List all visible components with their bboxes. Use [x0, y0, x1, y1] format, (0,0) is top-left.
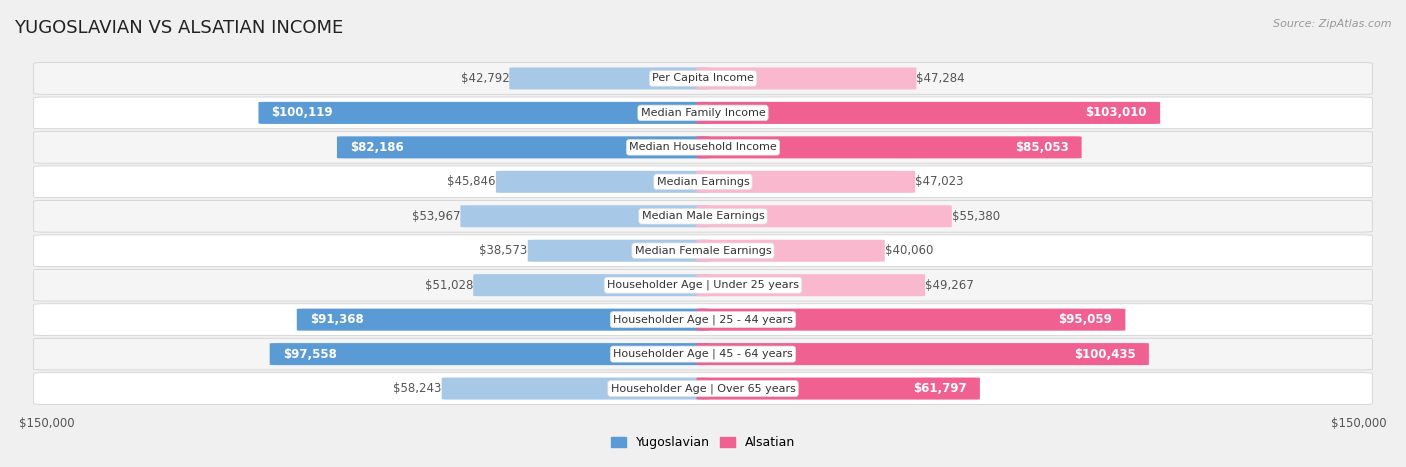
Text: $40,060: $40,060	[884, 244, 934, 257]
Text: $91,368: $91,368	[309, 313, 364, 326]
Text: $38,573: $38,573	[479, 244, 527, 257]
FancyBboxPatch shape	[696, 102, 1160, 124]
FancyBboxPatch shape	[460, 205, 710, 227]
FancyBboxPatch shape	[34, 97, 1372, 129]
Legend: Yugoslavian, Alsatian: Yugoslavian, Alsatian	[606, 432, 800, 454]
FancyBboxPatch shape	[696, 309, 1125, 331]
Text: Householder Age | Under 25 years: Householder Age | Under 25 years	[607, 280, 799, 290]
Text: $100,435: $100,435	[1074, 347, 1136, 361]
Text: Householder Age | 25 - 44 years: Householder Age | 25 - 44 years	[613, 314, 793, 325]
Text: YUGOSLAVIAN VS ALSATIAN INCOME: YUGOSLAVIAN VS ALSATIAN INCOME	[14, 19, 343, 37]
FancyBboxPatch shape	[34, 269, 1372, 301]
Text: $42,792: $42,792	[461, 72, 509, 85]
Text: $45,846: $45,846	[447, 175, 496, 188]
Text: $49,267: $49,267	[925, 279, 974, 292]
FancyBboxPatch shape	[696, 274, 925, 296]
FancyBboxPatch shape	[34, 132, 1372, 163]
Text: Per Capita Income: Per Capita Income	[652, 73, 754, 84]
Text: $82,186: $82,186	[350, 141, 404, 154]
FancyBboxPatch shape	[696, 343, 1149, 365]
Text: $103,010: $103,010	[1085, 106, 1147, 120]
Text: Median Family Income: Median Family Income	[641, 108, 765, 118]
FancyBboxPatch shape	[496, 171, 710, 193]
FancyBboxPatch shape	[34, 338, 1372, 370]
Text: Median Household Income: Median Household Income	[628, 142, 778, 152]
Text: $47,023: $47,023	[915, 175, 963, 188]
FancyBboxPatch shape	[34, 200, 1372, 232]
FancyBboxPatch shape	[34, 63, 1372, 94]
FancyBboxPatch shape	[696, 377, 980, 400]
Text: $53,967: $53,967	[412, 210, 460, 223]
FancyBboxPatch shape	[696, 205, 952, 227]
Text: $85,053: $85,053	[1015, 141, 1069, 154]
Text: Median Male Earnings: Median Male Earnings	[641, 211, 765, 221]
Text: $58,243: $58,243	[394, 382, 441, 395]
FancyBboxPatch shape	[696, 136, 1081, 158]
Text: $47,284: $47,284	[917, 72, 965, 85]
FancyBboxPatch shape	[696, 67, 917, 90]
FancyBboxPatch shape	[441, 377, 710, 400]
FancyBboxPatch shape	[696, 171, 915, 193]
Text: Householder Age | Over 65 years: Householder Age | Over 65 years	[610, 383, 796, 394]
FancyBboxPatch shape	[270, 343, 710, 365]
FancyBboxPatch shape	[34, 373, 1372, 404]
Text: Source: ZipAtlas.com: Source: ZipAtlas.com	[1274, 19, 1392, 28]
Text: $61,797: $61,797	[912, 382, 967, 395]
FancyBboxPatch shape	[297, 309, 710, 331]
FancyBboxPatch shape	[337, 136, 710, 158]
FancyBboxPatch shape	[474, 274, 710, 296]
Text: $55,380: $55,380	[952, 210, 1000, 223]
Text: Median Earnings: Median Earnings	[657, 177, 749, 187]
FancyBboxPatch shape	[34, 166, 1372, 198]
Text: Median Female Earnings: Median Female Earnings	[634, 246, 772, 256]
Text: $97,558: $97,558	[283, 347, 336, 361]
FancyBboxPatch shape	[696, 240, 884, 262]
FancyBboxPatch shape	[527, 240, 710, 262]
Text: $100,119: $100,119	[271, 106, 333, 120]
FancyBboxPatch shape	[259, 102, 710, 124]
FancyBboxPatch shape	[509, 67, 710, 90]
Text: Householder Age | 45 - 64 years: Householder Age | 45 - 64 years	[613, 349, 793, 359]
FancyBboxPatch shape	[34, 235, 1372, 267]
Text: $51,028: $51,028	[425, 279, 474, 292]
Text: $95,059: $95,059	[1059, 313, 1112, 326]
FancyBboxPatch shape	[34, 304, 1372, 335]
